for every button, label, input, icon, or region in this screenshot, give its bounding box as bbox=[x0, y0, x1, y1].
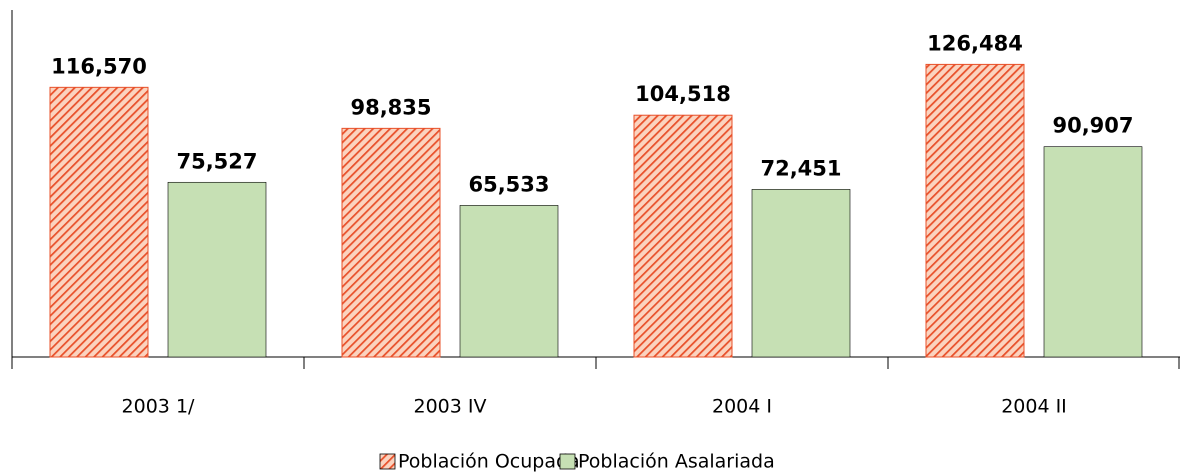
legend-swatch bbox=[379, 453, 396, 470]
value-label: 75,527 bbox=[176, 149, 257, 173]
legend-label: Población Ocupada bbox=[398, 451, 580, 473]
bar bbox=[751, 189, 851, 358]
value-label: 72,451 bbox=[760, 156, 841, 180]
bar bbox=[459, 205, 559, 358]
bar bbox=[49, 86, 149, 358]
value-label: 98,835 bbox=[350, 95, 431, 119]
bar bbox=[341, 127, 441, 358]
bar bbox=[925, 63, 1025, 358]
value-label: 126,484 bbox=[927, 31, 1023, 55]
x-tick-label: 2004 II bbox=[1001, 396, 1067, 418]
x-tick-label: 2003 IV bbox=[414, 396, 487, 418]
bar bbox=[1043, 146, 1143, 358]
legend-swatch bbox=[559, 453, 576, 470]
legend-label: Población Asalariada bbox=[578, 451, 775, 473]
x-tick-label: 2003 1/ bbox=[122, 396, 195, 418]
bar bbox=[633, 114, 733, 358]
value-label: 116,570 bbox=[51, 54, 147, 78]
value-label: 65,533 bbox=[468, 172, 549, 196]
bar bbox=[167, 181, 267, 358]
value-label: 104,518 bbox=[635, 82, 731, 106]
x-tick-label: 2004 I bbox=[712, 396, 772, 418]
value-label: 90,907 bbox=[1052, 114, 1133, 138]
